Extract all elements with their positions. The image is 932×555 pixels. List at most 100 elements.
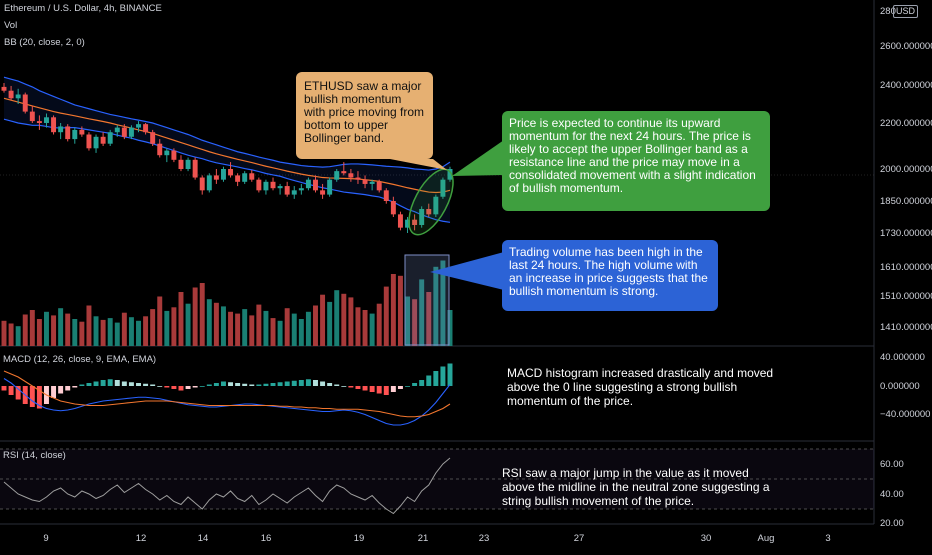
volume-bar: [220, 306, 226, 346]
macd-histogram-bar: [36, 386, 42, 409]
macd-histogram-bar: [383, 386, 389, 395]
bollinger-bands: [3, 76, 451, 223]
orange-callout-pointer: [390, 159, 447, 170]
rsi-pane: [0, 448, 874, 515]
candle-body: [213, 175, 219, 180]
candle-body: [114, 127, 120, 133]
price-tick-label: 1410.000000: [880, 322, 932, 333]
volume-bar: [100, 319, 106, 346]
macd-histogram-bar: [65, 386, 71, 391]
volume-bar: [397, 275, 403, 346]
time-tick-label: 9: [43, 533, 48, 544]
macd-histogram-bar: [263, 383, 269, 386]
candle-body: [65, 126, 71, 140]
volume-bar: [426, 292, 432, 346]
volume-label[interactable]: Vol: [4, 20, 18, 31]
volume-bar: [305, 311, 311, 346]
price-tick-label: 2600.000000: [880, 41, 932, 52]
volume-bar: [412, 299, 418, 346]
macd-histogram-bar: [114, 380, 120, 386]
macd-histogram-bar: [412, 383, 418, 386]
candle-body: [22, 94, 28, 112]
volume-bar: [157, 296, 163, 346]
candle-body: [284, 186, 290, 195]
candle-body: [72, 129, 78, 140]
macd-histogram-bar: [143, 383, 149, 386]
momentum-callout: ETHUSD saw a major bullish momentum with…: [296, 72, 433, 159]
volume-bar: [355, 307, 361, 346]
price-tick-label: 2400.000000: [880, 80, 932, 91]
candle-body: [100, 136, 106, 144]
volume-bar: [192, 287, 198, 346]
volume-bar: [298, 319, 304, 346]
candle-body: [86, 134, 92, 149]
candle-body: [220, 169, 226, 180]
volume-bar: [405, 296, 411, 346]
volume-bar: [362, 310, 368, 346]
macd-histogram-bar: [79, 384, 85, 386]
time-tick-label: 12: [136, 533, 147, 544]
candle-body: [192, 159, 198, 178]
macd-histogram-bar: [150, 384, 156, 386]
candle-body: [383, 190, 389, 201]
time-tick-label: 23: [479, 533, 490, 544]
macd-histogram-bar: [242, 383, 248, 386]
volume-bar: [72, 319, 78, 346]
volume-bar: [1, 320, 7, 346]
volume-bar: [43, 311, 49, 346]
macd-label[interactable]: MACD (12, 26, close, 9, EMA, EMA): [3, 354, 157, 365]
candle-body: [157, 143, 163, 156]
rsi-label[interactable]: RSI (14, close): [3, 450, 66, 461]
candle-body: [93, 136, 99, 149]
volume-bar: [150, 309, 156, 346]
macd-histogram-bar: [341, 386, 347, 387]
volume-bar: [235, 313, 241, 346]
candle-body: [355, 177, 361, 180]
candle-body: [164, 150, 170, 156]
macd-histogram-bar: [320, 381, 326, 386]
volume-bar: [93, 316, 99, 346]
volume-bar: [171, 307, 177, 346]
macd-histogram-bar: [235, 383, 241, 386]
volume-bar: [121, 312, 127, 346]
bb-lower-line: [3, 118, 451, 223]
macd-histogram-bar: [419, 380, 425, 386]
candle-body: [298, 188, 304, 191]
momentum-ellipse: [408, 168, 454, 236]
volume-bar: [277, 320, 283, 346]
macd-pane: [1, 363, 453, 426]
volume-bar: [263, 310, 269, 346]
candle-body: [136, 124, 141, 128]
macd-histogram-bar: [256, 384, 262, 386]
volume-bar: [320, 294, 326, 346]
volume-bar: [390, 274, 396, 346]
volume-bar: [419, 279, 425, 346]
candle-body: [362, 179, 368, 184]
macd-histogram-bar: [206, 384, 212, 386]
price-tick-label: 2000.000000: [880, 164, 932, 175]
rsi-tick-label: 20.00: [880, 518, 904, 529]
candle-body: [390, 201, 396, 215]
candle-body: [320, 190, 326, 195]
bollinger-label[interactable]: BB (20, close, 2, 0): [4, 37, 85, 48]
macd-histogram-bar: [1, 386, 7, 391]
candle-body: [79, 129, 85, 135]
currency-badge[interactable]: USD: [893, 5, 919, 18]
bb-basis-line: [3, 97, 451, 194]
macd-histogram-bar: [284, 381, 290, 386]
candle-body: [150, 132, 156, 144]
volume-bar: [334, 290, 340, 346]
candle-body: [341, 171, 347, 174]
macd-histogram-bar: [164, 386, 170, 388]
macd-histogram-bar: [29, 386, 35, 407]
symbol-title[interactable]: Ethereum / U.S. Dollar, 4h, BINANCE: [4, 3, 162, 14]
candle-body: [376, 181, 382, 191]
macd-histogram-bar: [178, 386, 184, 391]
candle-body: [36, 121, 42, 123]
macd-histogram-bar: [121, 381, 127, 386]
macd-histogram-bar: [72, 386, 78, 388]
candle-body: [313, 179, 318, 191]
macd-tick-label: −40.000000: [880, 409, 930, 420]
